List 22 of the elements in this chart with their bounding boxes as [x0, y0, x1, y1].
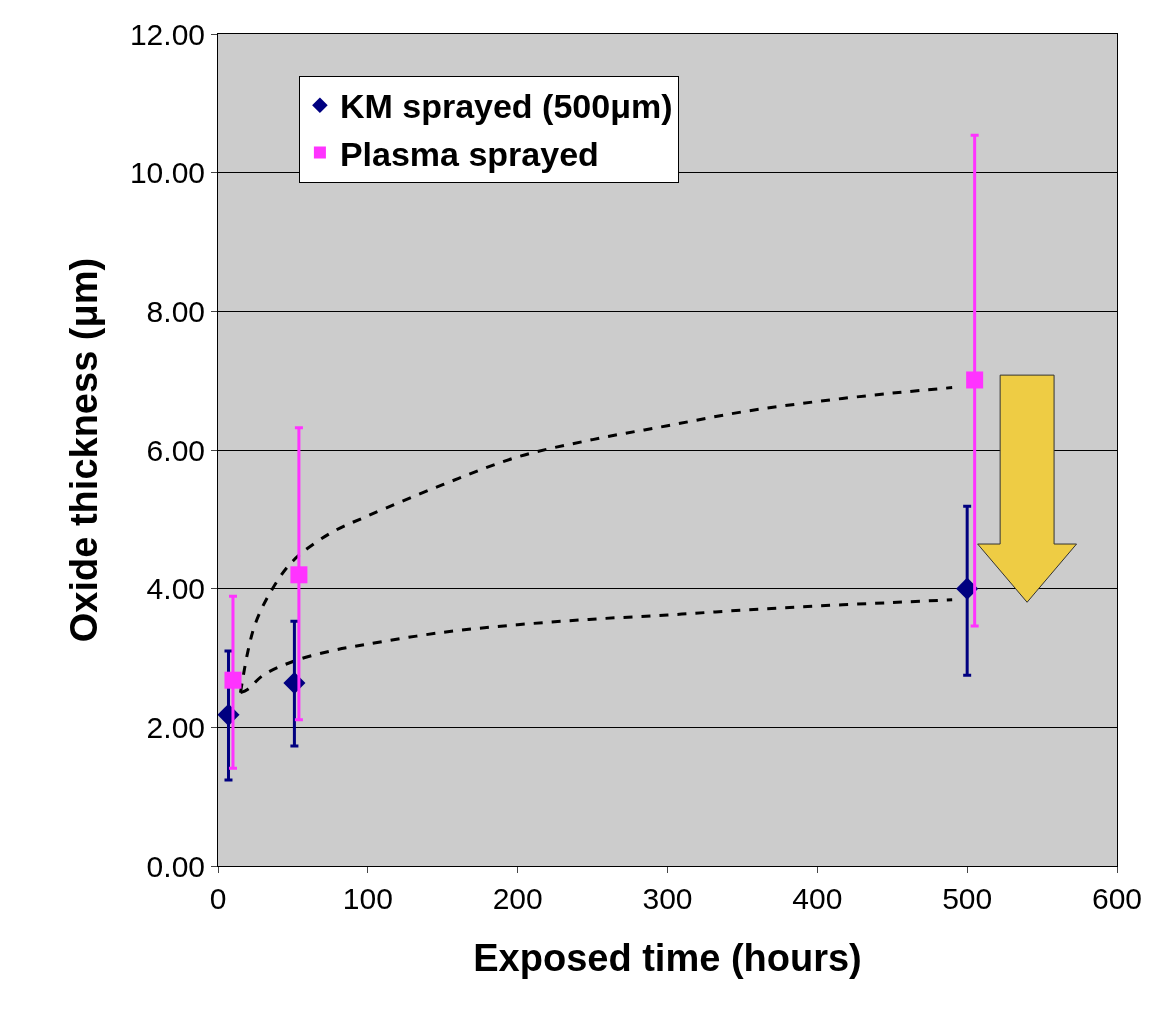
y-axis-title: Oxide thickness (μm): [63, 257, 106, 643]
y-tick-label: 8.00: [146, 294, 205, 328]
point: [224, 671, 242, 689]
x-tick-label: 500: [942, 882, 993, 915]
point: [956, 577, 979, 600]
y-tick-label: 6.00: [146, 433, 205, 467]
x-tick-label: 100: [342, 882, 393, 915]
point: [290, 566, 308, 584]
legend-label: Plasma sprayed: [339, 134, 599, 173]
x-tick-label: 0: [209, 882, 227, 915]
y-tick-label: 2.00: [146, 710, 205, 744]
y-tick-label: 0.00: [146, 849, 205, 883]
x-axis-title: Exposed time (hours): [473, 937, 862, 980]
y-tick-label: 12.00: [129, 17, 205, 51]
y-tick-label: 10.00: [129, 156, 205, 190]
point: [966, 371, 984, 389]
x-tick-label: 600: [1091, 882, 1143, 915]
x-tick-label: 300: [642, 882, 693, 915]
y-tick-label: 4.00: [146, 572, 205, 606]
x-tick-label: 400: [792, 882, 843, 915]
x-tick-label: 200: [492, 882, 543, 915]
legend-label: KM sprayed (500μm): [339, 87, 673, 126]
